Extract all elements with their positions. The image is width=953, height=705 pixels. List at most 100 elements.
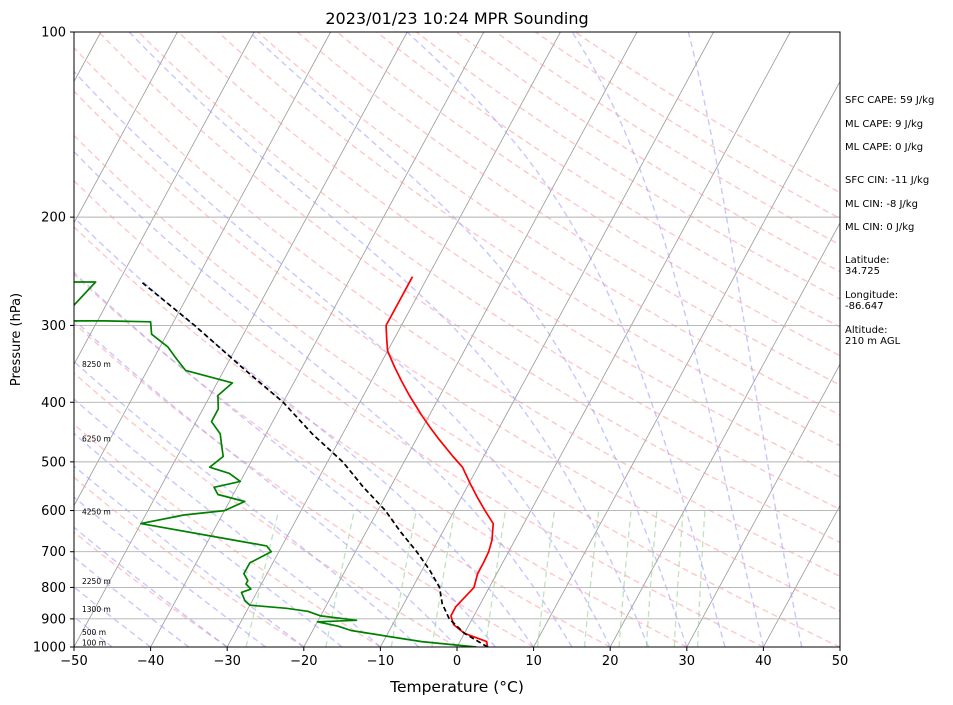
- moist-adiabat-line: [74, 70, 611, 647]
- dry-adiabat-line: [74, 134, 840, 647]
- longitude-value: -86.647: [845, 301, 884, 312]
- x-tick-label: 20: [602, 654, 619, 669]
- y-tick-label: 400: [41, 396, 66, 411]
- moist-adiabat-line: [74, 150, 573, 647]
- moist-adiabat-line: [128, 32, 650, 647]
- isotherm-line: [74, 32, 331, 507]
- x-tick-label: −40: [137, 654, 164, 669]
- x-tick-label: −20: [290, 654, 317, 669]
- moist-adiabat-line: [74, 496, 266, 647]
- dry-adiabat-line: [257, 32, 840, 416]
- mixing-ratio-line: [536, 510, 556, 647]
- x-tick-label: 30: [679, 654, 696, 669]
- height-label: 100 m: [82, 639, 106, 648]
- dry-adiabat-line: [74, 372, 458, 647]
- moist-adiabat-line: [406, 32, 726, 647]
- moist-adiabat-line: [571, 32, 765, 647]
- dry-adiabat-line: [98, 32, 840, 544]
- ml-cin-text: ML CIN: -8 J/kg: [845, 199, 918, 210]
- moist-adiabat-line: [74, 271, 496, 647]
- y-tick-label: 300: [41, 319, 66, 334]
- x-tick-label: −10: [367, 654, 394, 669]
- isotherm-line: [380, 32, 714, 647]
- parcel-profile-line: [140, 281, 489, 647]
- ml-cape-text-2: ML CAPE: 0 J/kg: [845, 142, 924, 153]
- sfc-cin-text: SFC CIN: -11 J/kg: [845, 175, 930, 186]
- isotherm-line: [74, 32, 408, 647]
- y-tick-label: 600: [41, 504, 66, 519]
- dewpoint-profile-line: [74, 281, 477, 647]
- y-tick-label: 1000: [33, 641, 66, 656]
- x-tick-label: −50: [60, 654, 87, 669]
- latitude-value: 34.725: [845, 266, 880, 277]
- height-label: 500 m: [82, 628, 106, 637]
- dry-adiabat-line: [574, 32, 840, 194]
- longitude-label: Longitude:: [845, 290, 899, 301]
- height-label: 1300 m: [82, 605, 111, 614]
- ml-cin-text-2: ML CIN: 0 J/kg: [845, 222, 915, 233]
- isotherm-line: [74, 32, 178, 224]
- moist-adiabat-line: [74, 318, 458, 647]
- ml-cape-text: ML CAPE: 9 J/kg: [845, 119, 924, 130]
- dry-adiabat-line: [177, 32, 840, 478]
- isotherm-line: [150, 32, 485, 647]
- isotherm-line: [303, 32, 638, 647]
- mixing-ratio-line: [618, 510, 632, 647]
- moist-adiabat-line: [74, 360, 420, 647]
- y-tick-label: 700: [41, 545, 66, 560]
- x-tick-label: 40: [755, 654, 772, 669]
- mixing-ratio-line: [583, 510, 600, 647]
- y-tick-label: 200: [41, 211, 66, 226]
- dry-adiabat-line: [74, 46, 840, 578]
- isotherm-line: [226, 32, 561, 647]
- mixing-ratio-line: [484, 510, 507, 647]
- y-tick-label: 800: [41, 581, 66, 596]
- plot-frame: [73, 31, 841, 648]
- dry-adiabat-line: [74, 179, 764, 647]
- chart-title: 2023/01/23 10:24 MPR Sounding: [325, 9, 588, 28]
- moist-adiabat-line: [74, 556, 190, 647]
- mixing-ratio-line: [245, 510, 280, 647]
- mixing-ratio-line: [431, 510, 456, 647]
- height-label: 8250 m: [82, 360, 111, 369]
- height-label: 6250 m: [82, 435, 111, 444]
- moist-adiabat-line: [74, 526, 228, 647]
- mixing-ratio-line: [390, 510, 418, 647]
- isotherm-line: [456, 32, 791, 647]
- isotherm-line: [74, 32, 255, 366]
- dry-adiabat-line: [74, 531, 228, 647]
- mixing-ratio-line: [673, 510, 684, 647]
- height-label: 4250 m: [82, 507, 111, 516]
- dry-adiabat-line: [296, 32, 840, 386]
- dry-adiabat-line: [217, 32, 840, 447]
- temperature-profile-line: [385, 276, 495, 647]
- y-tick-label: 500: [41, 455, 66, 470]
- isotherm-line: [609, 222, 840, 647]
- sfc-cape-text: SFC CAPE: 59 J/kg: [845, 95, 935, 106]
- height-label: 2250 m: [82, 577, 111, 586]
- y-tick-label: 100: [41, 26, 66, 41]
- isotherm-line: [686, 363, 840, 647]
- series-group: [74, 276, 495, 647]
- moist-adiabat-line: [74, 586, 152, 647]
- moist-adiabat-line: [687, 32, 803, 647]
- moist-adiabat-line: [248, 32, 688, 647]
- y-axis-label: Pressure (hPa): [9, 293, 24, 386]
- isotherm-line: [763, 504, 840, 647]
- x-tick-label: 0: [453, 654, 461, 669]
- dry-adiabat-line: [74, 273, 611, 647]
- altitude-label: Altitude:: [845, 325, 888, 336]
- dry-adiabat-line: [336, 32, 840, 357]
- latitude-label: Latitude:: [845, 255, 890, 266]
- y-tick-label: 900: [41, 612, 66, 627]
- dry-adiabat-line: [74, 90, 840, 612]
- mixing-ratio-line: [696, 510, 706, 647]
- moist-adiabat-line: [74, 216, 535, 647]
- x-tick-label: 50: [832, 654, 849, 669]
- mixing-ratio-line: [645, 510, 658, 647]
- x-tick-label: −30: [213, 654, 240, 669]
- x-axis-label: Temperature (°C): [389, 678, 524, 696]
- dry-adiabat-line: [74, 423, 381, 647]
- x-tick-label: 10: [525, 654, 542, 669]
